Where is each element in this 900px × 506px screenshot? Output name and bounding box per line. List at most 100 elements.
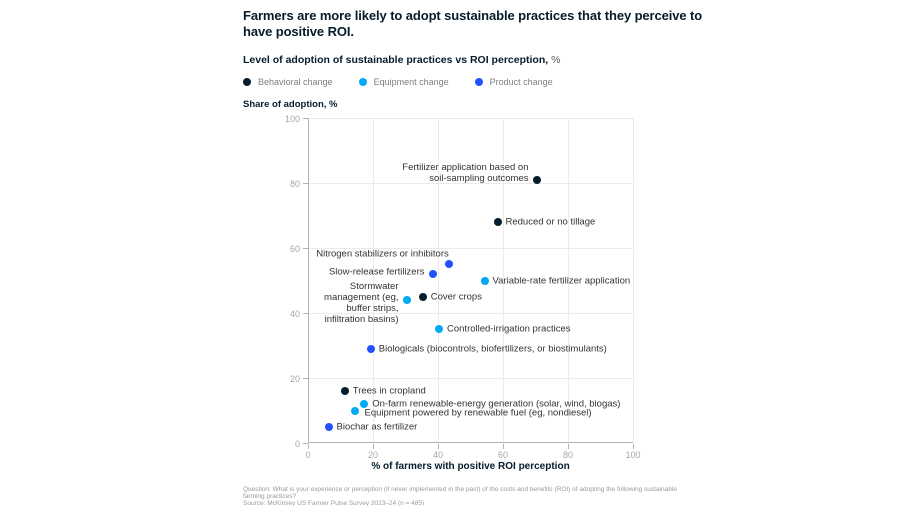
y-tick-label: 0 xyxy=(294,439,300,449)
x-tick xyxy=(503,444,504,449)
point-label-line: Biologicals (biocontrols, biofertilizers… xyxy=(378,343,607,355)
point-dot xyxy=(480,276,489,285)
x-tick-label: 60 xyxy=(497,450,508,460)
point-label: Variable-rate fertilizer application xyxy=(493,275,631,286)
x-axis-title: % of farmers with positive ROI perceptio… xyxy=(371,461,570,472)
y-tick-label: 80 xyxy=(289,179,300,189)
chart-subtitle-text: Level of adoption of sustainable practic… xyxy=(243,54,549,66)
point-label: Biochar as fertilizer xyxy=(337,421,418,432)
y-tick xyxy=(303,183,308,184)
point-dot xyxy=(366,344,375,353)
footnote-line: Source: McKinsey US Farmer Pulse Survey … xyxy=(243,500,425,506)
legend-dot-icon xyxy=(243,78,251,86)
legend-dot-icon xyxy=(474,78,483,86)
gridline xyxy=(309,378,633,379)
point-dot xyxy=(532,175,541,184)
gridline xyxy=(309,118,633,119)
legend: Behavioral change Equipment change Product… xyxy=(243,77,553,87)
gridline xyxy=(568,118,569,442)
point-label-line: Trees in cropland xyxy=(352,385,426,397)
x-tick-label: 100 xyxy=(625,450,641,460)
y-tick xyxy=(303,248,308,249)
point-label-line: On-farm renewable-energy generation (sol… xyxy=(372,398,621,410)
page-title-line2: have positive ROI. xyxy=(243,24,354,39)
gridline xyxy=(373,118,374,442)
x-tick-label: 40 xyxy=(432,450,443,460)
point-dot xyxy=(350,406,359,415)
x-tick-label: 20 xyxy=(367,450,378,460)
y-tick xyxy=(303,378,308,379)
legend-item: Behavioral change xyxy=(243,77,333,87)
point-label-line: Nitrogen stabilizers or inhibitors xyxy=(316,248,449,260)
point-label-line: infiltration basins) xyxy=(324,314,399,325)
legend-dot-icon xyxy=(358,78,367,86)
point-label: Reduced or no tillage xyxy=(506,217,596,228)
x-tick xyxy=(568,444,569,449)
legend-item: Product change xyxy=(474,77,553,87)
point-dot xyxy=(340,387,349,395)
point-dot xyxy=(444,260,453,269)
point-dot xyxy=(428,270,437,278)
x-tick xyxy=(438,444,439,449)
gridline xyxy=(309,313,633,314)
x-tick-label: 80 xyxy=(562,450,573,460)
point-label-line: Fertilizer application based on xyxy=(402,161,529,173)
chart-subtitle: Level of adoption of sustainable practic… xyxy=(243,54,560,67)
legend-label: Equipment change xyxy=(373,77,449,87)
point-label-line: Stormwater xyxy=(349,281,399,292)
point-dot xyxy=(418,292,427,301)
point-dot xyxy=(435,325,443,334)
legend-item: Equipment change xyxy=(358,77,449,87)
x-tick xyxy=(308,444,309,449)
legend-label: Behavioral change xyxy=(258,77,333,87)
point-label-line: Controlled-irrigation practices xyxy=(447,323,571,335)
plot-area: Fertilizer application based on soil-samp… xyxy=(308,118,634,443)
gridline xyxy=(633,118,634,442)
y-tick xyxy=(303,118,308,119)
point-label: Biologicals (biocontrols, biofertilizers… xyxy=(379,343,607,354)
point-label-line: management (eg, xyxy=(324,292,399,303)
footnote-line: Question: What is your experience or per… xyxy=(243,486,677,493)
chart-subtitle-unit: % xyxy=(548,54,561,66)
point-dot xyxy=(493,218,502,226)
point-label: On-farm renewable-energy generation (sol… xyxy=(372,399,620,410)
point-label-line: Biochar as fertilizer xyxy=(336,421,418,433)
point-dot xyxy=(360,400,369,408)
point-label: Fertilizer application based on soil-samp… xyxy=(402,162,528,184)
point-label: Equipment powered by renewable fuel (eg,… xyxy=(365,407,592,418)
y-tick-label: 60 xyxy=(289,244,300,254)
gridline xyxy=(503,118,504,442)
point-label: Trees in cropland xyxy=(353,386,426,397)
gridline xyxy=(309,248,633,249)
point-label: Nitrogen stabilizers or inhibitors xyxy=(316,249,449,260)
y-tick-label: 100 xyxy=(284,114,300,124)
point-dot xyxy=(324,422,333,431)
point-label-line: Slow-release fertilizers xyxy=(328,266,425,278)
gridline xyxy=(438,118,439,442)
point-label-line: buffer strips, xyxy=(346,303,399,314)
page-title-line1: Farmers are more likely to adopt sustain… xyxy=(243,8,703,23)
x-tick-label: 0 xyxy=(305,450,311,460)
point-label-line: Cover crops xyxy=(430,291,482,303)
legend-label: Product change xyxy=(489,77,553,87)
footnote: Question: What is your experience or per… xyxy=(243,486,695,506)
x-tick xyxy=(633,444,634,449)
y-tick-label: 20 xyxy=(289,374,300,384)
point-label-line: Equipment powered by renewable fuel (eg,… xyxy=(364,407,592,418)
y-tick xyxy=(303,313,308,314)
footnote-line: farming practices? xyxy=(243,493,297,501)
gridline xyxy=(309,183,633,184)
point-label: Stormwater management (eg, buffer strips, i… xyxy=(324,281,398,325)
point-label-line: soil-sampling outcomes xyxy=(429,172,529,184)
point-label: Cover crops xyxy=(431,291,482,302)
x-tick xyxy=(373,444,374,449)
point-label-line: Variable-rate fertilizer application xyxy=(492,275,631,286)
y-axis-title: Share of adoption, % xyxy=(243,99,338,110)
point-label-line: Reduced or no tillage xyxy=(505,216,596,228)
point-dot xyxy=(402,296,411,304)
page-title: Farmers are more likely to adopt sustain… xyxy=(243,8,702,40)
y-tick xyxy=(303,443,308,444)
y-tick-label: 40 xyxy=(289,309,300,319)
point-label: Slow-release fertilizers xyxy=(329,267,425,278)
